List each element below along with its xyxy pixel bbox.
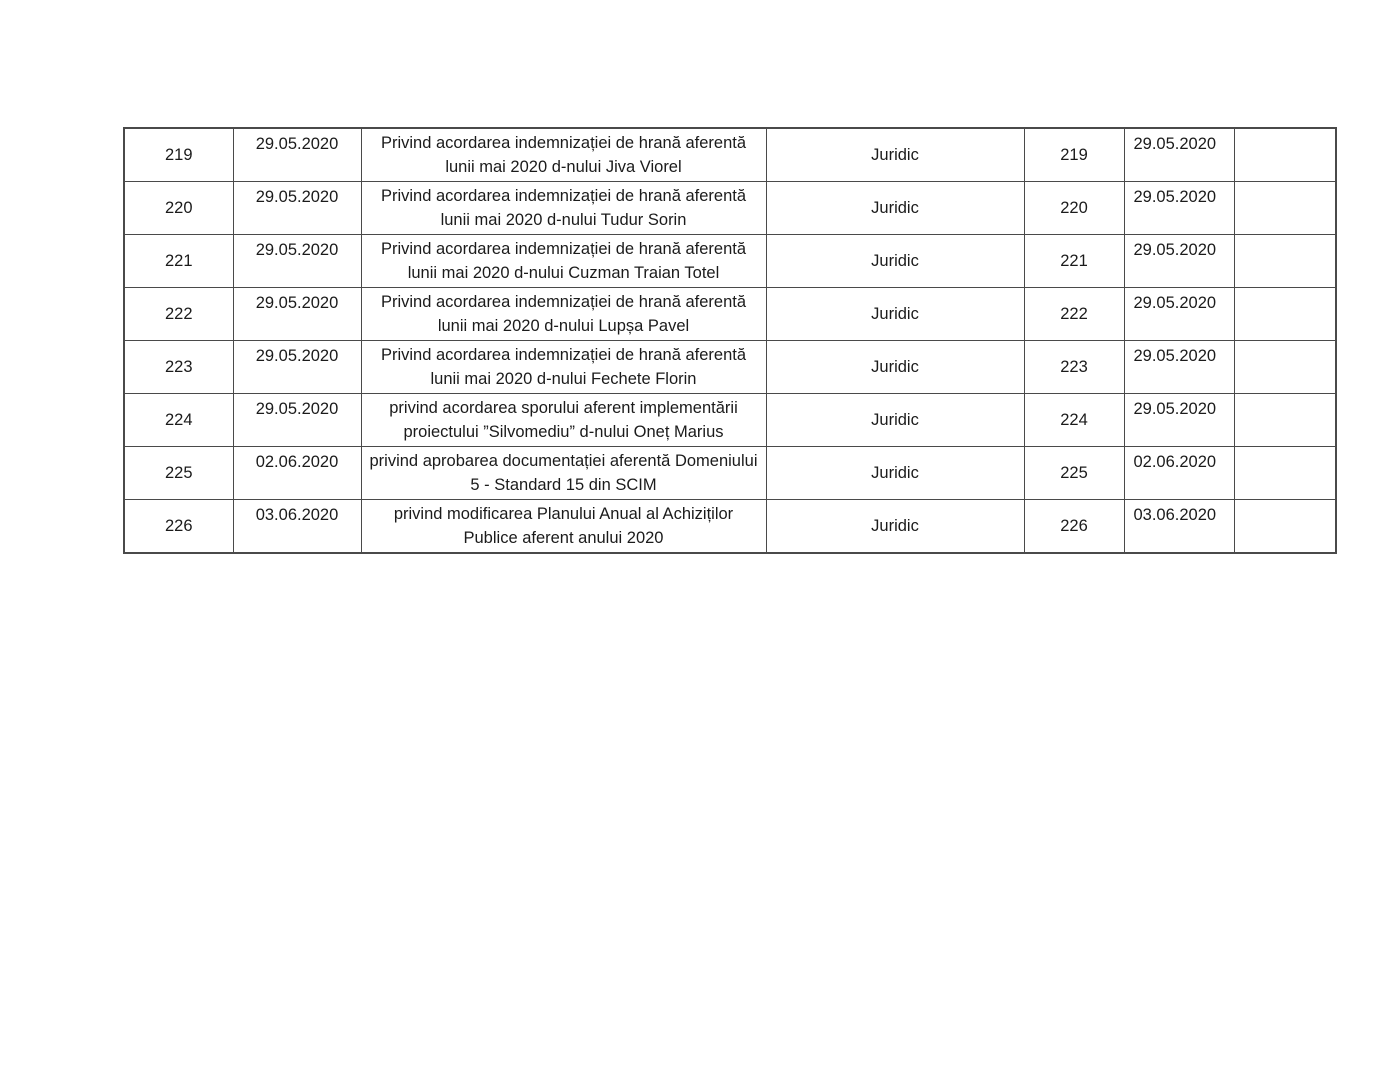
- department-cell: Juridic: [765, 446, 1025, 500]
- date-copy-cell: 29.05.2020: [1123, 181, 1235, 235]
- number-copy-cell: 225: [1023, 446, 1125, 500]
- table-row: 226 03.06.2020 privind modificarea Planulu…: [123, 499, 1337, 554]
- empty-cell: [1233, 234, 1337, 288]
- description-cell: privind aprobarea documentației aferentă…: [360, 446, 767, 500]
- description-cell: Privind acordarea indemnizației de hrană…: [360, 234, 767, 288]
- number-copy-cell: 221: [1023, 234, 1125, 288]
- date-cell: 02.06.2020: [232, 446, 362, 500]
- row-number-cell: 221: [123, 234, 234, 288]
- registry-table-body: 219 29.05.2020 Privind acordarea indemniza…: [123, 127, 1337, 554]
- date-cell: 03.06.2020: [232, 499, 362, 554]
- row-number-cell: 219: [123, 127, 234, 182]
- empty-cell: [1233, 446, 1337, 500]
- number-copy-cell: 220: [1023, 181, 1125, 235]
- table-row: 223 29.05.2020 Privind acordarea indemniza…: [123, 340, 1337, 394]
- table-row: 219 29.05.2020 Privind acordarea indemniza…: [123, 127, 1337, 182]
- department-cell: Juridic: [765, 181, 1025, 235]
- empty-cell: [1233, 499, 1337, 554]
- row-number-cell: 224: [123, 393, 234, 447]
- date-cell: 29.05.2020: [232, 340, 362, 394]
- row-number-cell: 225: [123, 446, 234, 500]
- date-copy-cell: 02.06.2020: [1123, 446, 1235, 500]
- department-cell: Juridic: [765, 287, 1025, 341]
- description-cell: privind modificarea Planului Anual al Ac…: [360, 499, 767, 554]
- empty-cell: [1233, 340, 1337, 394]
- department-cell: Juridic: [765, 499, 1025, 554]
- description-cell: Privind acordarea indemnizației de hrană…: [360, 287, 767, 341]
- table-row: 221 29.05.2020 Privind acordarea indemniza…: [123, 234, 1337, 288]
- number-copy-cell: 226: [1023, 499, 1125, 554]
- date-copy-cell: 03.06.2020: [1123, 499, 1235, 554]
- date-copy-cell: 29.05.2020: [1123, 127, 1235, 182]
- date-copy-cell: 29.05.2020: [1123, 234, 1235, 288]
- date-cell: 29.05.2020: [232, 287, 362, 341]
- row-number-cell: 222: [123, 287, 234, 341]
- number-copy-cell: 223: [1023, 340, 1125, 394]
- empty-cell: [1233, 393, 1337, 447]
- date-copy-cell: 29.05.2020: [1123, 393, 1235, 447]
- table-row: 224 29.05.2020 privind acordarea sporului …: [123, 393, 1337, 447]
- number-copy-cell: 224: [1023, 393, 1125, 447]
- row-number-cell: 223: [123, 340, 234, 394]
- department-cell: Juridic: [765, 234, 1025, 288]
- date-copy-cell: 29.05.2020: [1123, 287, 1235, 341]
- empty-cell: [1233, 181, 1337, 235]
- table-row: 225 02.06.2020 privind aprobarea documenta…: [123, 446, 1337, 500]
- description-cell: Privind acordarea indemnizației de hrană…: [360, 340, 767, 394]
- description-cell: privind acordarea sporului aferent imple…: [360, 393, 767, 447]
- department-cell: Juridic: [765, 127, 1025, 182]
- empty-cell: [1233, 287, 1337, 341]
- department-cell: Juridic: [765, 393, 1025, 447]
- number-copy-cell: 222: [1023, 287, 1125, 341]
- description-cell: Privind acordarea indemnizației de hrană…: [360, 127, 767, 182]
- registry-table: 219 29.05.2020 Privind acordarea indemniza…: [123, 127, 1337, 554]
- date-cell: 29.05.2020: [232, 234, 362, 288]
- date-cell: 29.05.2020: [232, 127, 362, 182]
- description-cell: Privind acordarea indemnizației de hrană…: [360, 181, 767, 235]
- date-copy-cell: 29.05.2020: [1123, 340, 1235, 394]
- row-number-cell: 226: [123, 499, 234, 554]
- table-row: 220 29.05.2020 Privind acordarea indemniza…: [123, 181, 1337, 235]
- date-cell: 29.05.2020: [232, 393, 362, 447]
- department-cell: Juridic: [765, 340, 1025, 394]
- row-number-cell: 220: [123, 181, 234, 235]
- table-row: 222 29.05.2020 Privind acordarea indemniza…: [123, 287, 1337, 341]
- empty-cell: [1233, 127, 1337, 182]
- number-copy-cell: 219: [1023, 127, 1125, 182]
- date-cell: 29.05.2020: [232, 181, 362, 235]
